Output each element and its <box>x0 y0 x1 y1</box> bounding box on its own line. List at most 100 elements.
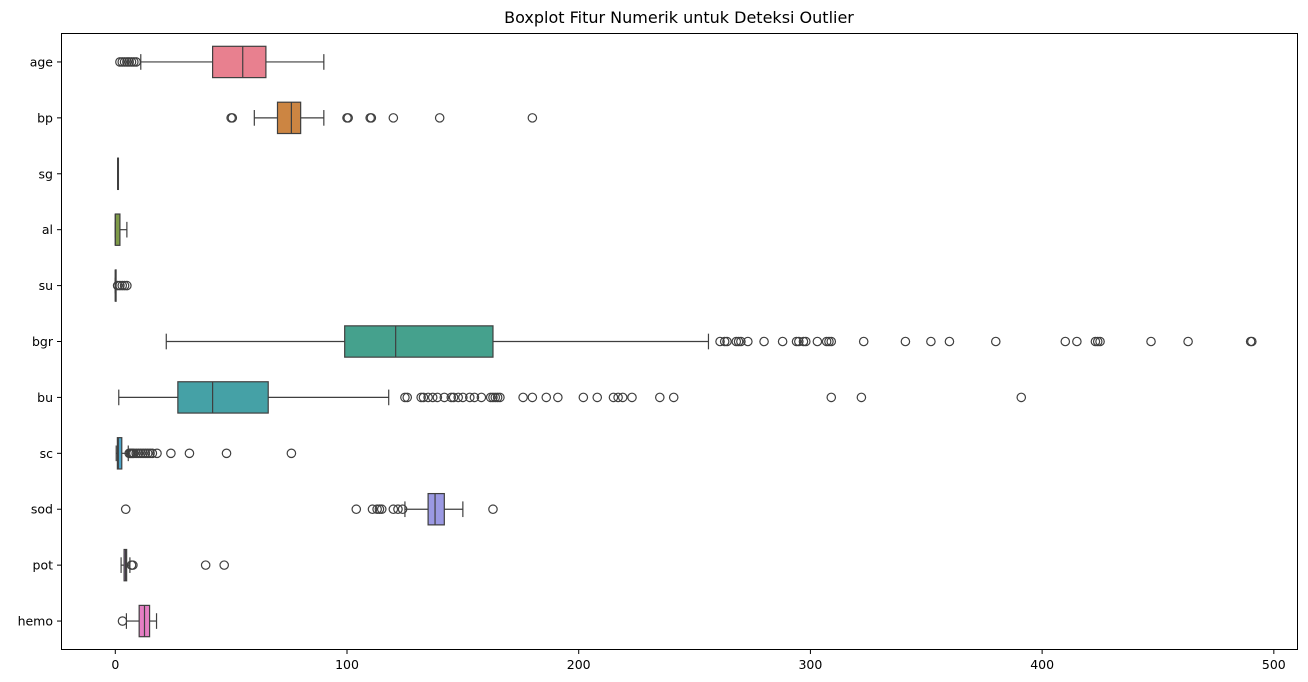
outlier-point <box>427 392 438 403</box>
y-tick-label: al <box>42 222 53 237</box>
outlier-point <box>219 560 229 570</box>
outlier-point <box>488 504 498 515</box>
outlier-point <box>221 448 232 459</box>
outlier-point <box>227 113 238 123</box>
outlier-point <box>715 336 725 347</box>
boxes-layer <box>112 45 1257 638</box>
y-axis: age bp sg al su bgr bu sc sod pot hemo <box>18 54 62 629</box>
outlier-point <box>122 280 132 291</box>
x-tick-label: 400 <box>1030 657 1054 672</box>
outlier-point <box>617 392 628 403</box>
outlier-point <box>152 448 162 459</box>
outlier-point <box>434 113 445 123</box>
outlier-point <box>736 336 746 347</box>
outlier-point <box>476 392 487 403</box>
outlier-point <box>900 336 911 347</box>
box-group-hemo <box>117 604 158 638</box>
outlier-point <box>388 113 399 123</box>
box-bp <box>276 101 302 135</box>
y-tick-label: hemo <box>18 614 53 629</box>
outlier-point <box>1146 336 1156 347</box>
y-tick-label: sod <box>31 502 53 517</box>
box-group-pot <box>120 548 229 582</box>
box-sc <box>116 437 123 470</box>
outlier-point <box>858 336 869 347</box>
outlier-point <box>453 392 464 403</box>
outlier-point <box>166 448 176 459</box>
outlier-point <box>1072 336 1082 347</box>
outlier-point <box>668 392 679 403</box>
box-group-age <box>115 45 325 79</box>
outlier-point <box>944 336 955 347</box>
outlier-point <box>418 392 429 403</box>
box-age <box>212 45 267 79</box>
outlier-point <box>826 336 837 347</box>
outlier-point <box>402 392 413 403</box>
outlier-point <box>393 504 403 515</box>
outlier-point <box>613 392 623 403</box>
chart-title: Boxplot Fitur Numerik untuk Deteksi Outl… <box>504 8 854 27</box>
outlier-point <box>856 392 867 403</box>
outlier-point <box>458 392 468 403</box>
outlier-point <box>388 504 399 515</box>
box-sod <box>427 492 445 526</box>
outlier-point <box>812 336 823 347</box>
outlier-point <box>448 392 459 403</box>
outlier-point <box>495 392 505 403</box>
outlier-point <box>131 57 141 67</box>
outlier-point <box>990 336 1001 347</box>
box-bu <box>177 381 269 414</box>
x-axis: 0 100 200 300 400 500 <box>111 649 1286 672</box>
outlier-point <box>200 560 211 570</box>
outlier-point <box>527 392 538 403</box>
y-tick-label: pot <box>33 558 54 573</box>
outlier-point <box>722 336 732 347</box>
outlier-point <box>777 336 788 347</box>
outlier-point <box>826 392 837 403</box>
outlier-point <box>469 392 480 403</box>
outlier-point <box>120 504 131 515</box>
outlier-point <box>147 448 158 459</box>
box-al <box>114 213 121 246</box>
outlier-point <box>432 392 443 403</box>
y-tick-label: sc <box>40 446 54 461</box>
y-tick-label: bgr <box>32 334 54 349</box>
outlier-point <box>397 504 408 515</box>
x-tick-label: 200 <box>567 657 591 672</box>
y-tick-label: bu <box>37 390 53 405</box>
outlier-point <box>351 504 362 515</box>
box-group-al <box>114 213 128 246</box>
x-tick-label: 100 <box>335 657 359 672</box>
outlier-point <box>553 392 563 403</box>
box-bgr <box>344 325 494 358</box>
box-group-sod <box>120 492 498 526</box>
outlier-point <box>926 336 936 347</box>
box-group-bp <box>226 101 538 135</box>
outlier-point <box>1060 336 1071 347</box>
y-tick-label: age <box>30 54 54 69</box>
box-group-sg <box>117 157 120 191</box>
outlier-point <box>1095 336 1105 347</box>
outlier-point <box>800 336 811 347</box>
outlier-point <box>117 616 128 626</box>
y-tick-label: bp <box>37 110 53 125</box>
outlier-point <box>376 504 387 515</box>
outlier-point <box>655 392 665 403</box>
outlier-point <box>128 560 138 570</box>
outlier-point <box>367 504 378 515</box>
x-tick-label: 0 <box>111 657 119 672</box>
outlier-point <box>286 448 297 459</box>
outlier-point <box>759 336 769 347</box>
y-tick-label: sg <box>39 166 53 181</box>
outlier-point <box>366 113 377 123</box>
box-group-bu <box>118 381 1027 414</box>
outlier-point <box>1016 392 1027 403</box>
outlier-point <box>743 336 753 347</box>
outlier-point <box>518 392 528 403</box>
outlier-point <box>608 392 619 403</box>
outlier-point <box>1247 336 1257 347</box>
outlier-point <box>343 113 353 123</box>
outlier-point <box>184 448 195 459</box>
outlier-point <box>439 392 450 403</box>
